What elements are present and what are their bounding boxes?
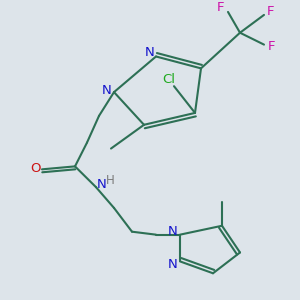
Text: N: N bbox=[102, 84, 111, 97]
Text: F: F bbox=[268, 40, 275, 52]
Text: N: N bbox=[168, 258, 177, 271]
Text: F: F bbox=[217, 1, 224, 14]
Text: N: N bbox=[145, 46, 155, 59]
Text: N: N bbox=[97, 178, 106, 191]
Text: H: H bbox=[106, 174, 115, 187]
Text: N: N bbox=[168, 225, 177, 238]
Text: F: F bbox=[267, 5, 274, 18]
Text: Cl: Cl bbox=[162, 73, 175, 86]
Text: O: O bbox=[30, 162, 41, 175]
